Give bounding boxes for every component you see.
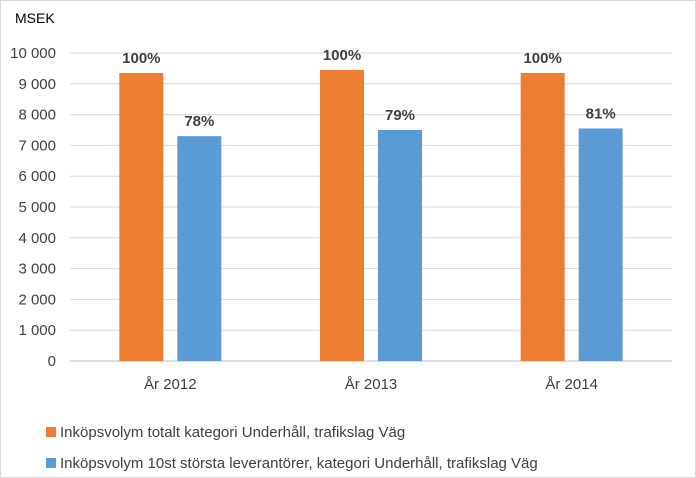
- y-tick-labels: 0 1 000 2 000 3 000 4 000 5 000 6 000 7 000 8 00…: [10, 45, 56, 370]
- bar-series-1: [520, 73, 565, 362]
- y-tick-label: 8 000: [18, 107, 56, 124]
- bars: [119, 69, 623, 362]
- data-label: 100%: [122, 50, 160, 67]
- x-tick-labels: År 2012 År 2013 År 2014: [144, 376, 598, 393]
- legend-label: Inköpsvolym 10st största leverantörer, k…: [60, 455, 538, 472]
- bar-series-2: [177, 136, 222, 361]
- x-tick-label: År 2014: [545, 376, 598, 393]
- y-tick-label: 4 000: [18, 230, 56, 247]
- bar-series-1: [119, 73, 164, 362]
- legend-swatch: [46, 427, 56, 437]
- data-label: 81%: [586, 105, 616, 122]
- y-tick-label: 10 000: [10, 45, 56, 62]
- x-tick-label: År 2013: [345, 376, 398, 393]
- y-tick-label: 2 000: [18, 291, 56, 308]
- bar-series-2: [378, 130, 422, 361]
- legend-swatch: [46, 458, 56, 468]
- legend-label: Inköpsvolym totalt kategori Underhåll, t…: [60, 424, 405, 441]
- y-unit-label: MSEK: [15, 10, 55, 26]
- data-label: 100%: [323, 47, 361, 64]
- data-label: 78%: [184, 113, 214, 130]
- bar-series-2: [578, 128, 623, 361]
- y-tick-label: 6 000: [18, 168, 56, 185]
- x-tick-label: År 2012: [144, 376, 197, 393]
- data-label: 100%: [523, 50, 561, 67]
- y-tick-label: 7 000: [18, 137, 56, 154]
- data-label: 79%: [385, 107, 415, 124]
- gridlines: [70, 52, 672, 362]
- y-tick-label: 3 000: [18, 261, 56, 278]
- legend: Inköpsvolym totalt kategori Underhåll, t…: [46, 424, 538, 472]
- y-tick-label: 9 000: [18, 76, 56, 93]
- bar-series-1: [320, 69, 364, 361]
- data-labels: 100% 78% 100% 79% 100% 81%: [122, 47, 616, 130]
- y-tick-label: 1 000: [18, 322, 56, 339]
- y-tick-label: 5 000: [18, 199, 56, 216]
- y-tick-label: 0: [48, 353, 56, 370]
